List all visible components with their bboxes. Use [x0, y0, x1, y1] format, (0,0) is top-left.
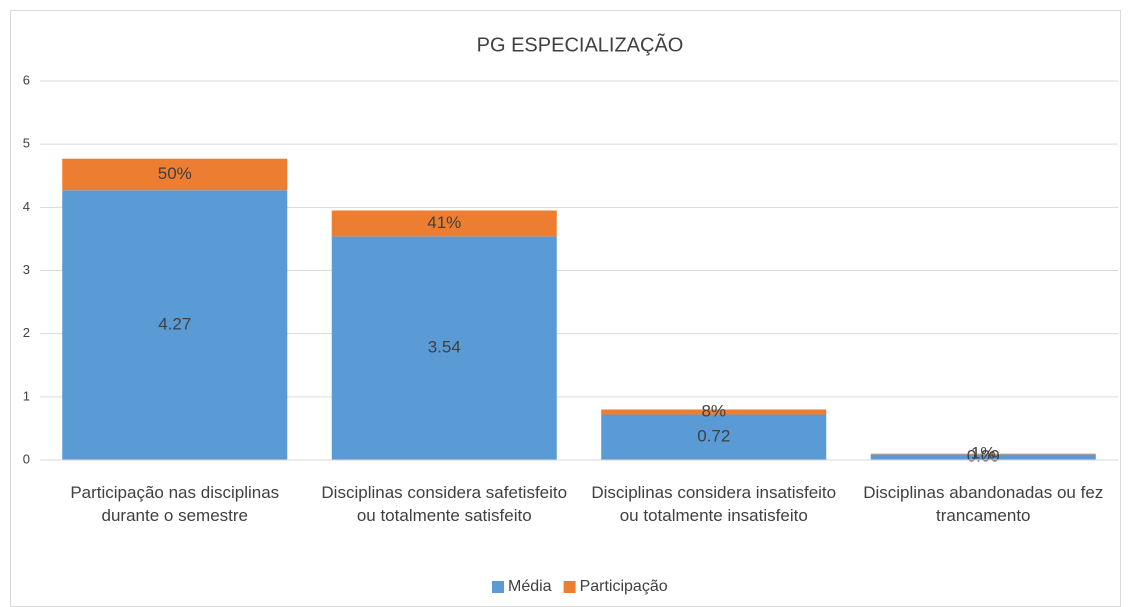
- legend-label: Média: [508, 578, 552, 595]
- bar-segment: [601, 409, 827, 415]
- x-tick-label: Disciplinas abandonadas ou fez trancamen…: [863, 483, 1109, 525]
- legend-swatch: [492, 581, 504, 593]
- data-label: 50%: [158, 164, 192, 183]
- x-tick-label: Disciplinas considera insatisfeito ou to…: [591, 483, 841, 525]
- y-tick-label: 2: [23, 325, 30, 340]
- y-tick-label: 3: [23, 262, 30, 277]
- bar-segment: [62, 190, 288, 461]
- data-label: 8%: [701, 401, 726, 420]
- x-tick-label: Participação nas disciplinas durante o s…: [70, 483, 284, 525]
- y-tick-label: 6: [23, 72, 30, 87]
- bar-segment: [870, 453, 1096, 455]
- y-tick-label: 4: [23, 199, 30, 214]
- legend-label: Participação: [580, 578, 668, 595]
- data-label: 0.72: [697, 427, 730, 446]
- bar-segment: [62, 158, 288, 191]
- chart-title: PG ESPECIALIZAÇÃO: [477, 32, 684, 56]
- data-label: 4.27: [158, 315, 191, 334]
- bar-segment: [601, 414, 827, 460]
- bar-segment: [331, 236, 557, 460]
- y-tick-label: 5: [23, 136, 30, 151]
- x-tick-label: Disciplinas considera safetisfeito ou to…: [321, 483, 577, 525]
- data-label: 0.09: [967, 447, 1000, 466]
- bar-segment: [331, 210, 557, 237]
- bar-segment: [870, 454, 1096, 460]
- data-label: 41%: [427, 213, 461, 232]
- data-label: 3.54: [428, 338, 461, 357]
- data-label: 1%: [971, 443, 996, 462]
- y-tick-label: 1: [23, 388, 30, 403]
- y-tick-label: 0: [23, 451, 30, 466]
- legend-swatch: [563, 581, 576, 593]
